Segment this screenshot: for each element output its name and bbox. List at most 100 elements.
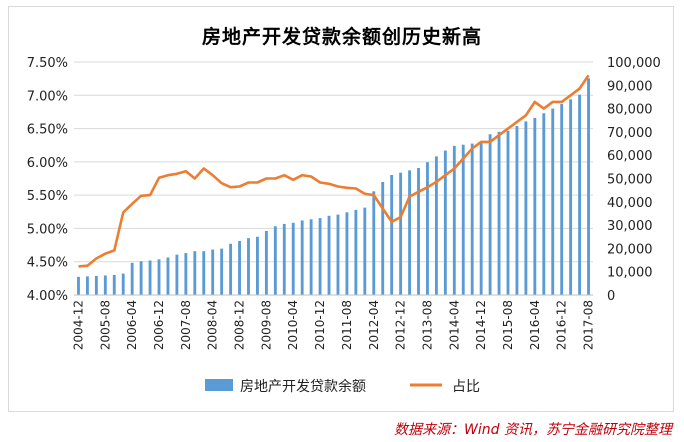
bar-loan-balance [345,212,349,295]
right-axis-tick-label: 80,000 [607,103,653,118]
bar-loan-balance [309,219,313,295]
bar-loan-balance [94,275,98,295]
bar-loan-balance [542,113,546,295]
right-axis-tick-label: 40,000 [607,196,653,211]
bar-loan-balance [166,257,170,295]
bar-loan-balance [399,172,403,295]
x-axis-tick-label: 2006-04 [125,300,139,350]
x-axis-tick-label: 2005-08 [98,300,112,350]
bar-loan-balance [175,254,179,295]
bar-loan-balance [524,121,528,295]
x-axis-tick-label: 2008-04 [206,300,220,350]
x-axis-tick-label: 2010-04 [286,300,300,350]
bar-loan-balance [77,276,80,295]
bar-loan-balance [247,238,250,295]
x-axis-tick-label: 2017-08 [582,300,596,350]
bar-loan-balance [121,273,125,295]
bar-loan-balance [408,170,411,295]
bar-loan-balance [282,223,286,295]
bar-loan-balance [470,143,474,295]
bar-loan-balance [327,215,331,295]
bar-loan-balance [390,175,394,295]
bar-loan-balance [193,251,197,295]
right-axis-tick-label: 70,000 [607,126,653,141]
bar-loan-balance [336,214,340,295]
bar-loan-balance [560,103,564,295]
bar-loan-balance [300,220,304,295]
right-axis-tick-label: 100,000 [607,56,661,71]
source-note: 数据来源：Wind 资讯，苏宁金融研究院整理 [394,422,672,438]
right-axis-tick-label: 10,000 [607,266,653,281]
bar-loan-balance [452,145,456,295]
bar-loan-balance [273,226,277,295]
bar-loan-balance [417,168,420,295]
bar-loan-balance [211,249,215,295]
right-axis-tick-label: 20,000 [607,242,653,257]
legend-swatch-bars [205,379,233,391]
bar-loan-balance [578,94,582,296]
bar-loan-balance [184,253,188,295]
bar-loan-balance [318,218,322,295]
bar-loan-balance [130,262,134,295]
x-axis-tick-label: 2016-12 [555,300,569,350]
bar-loan-balance [238,240,241,295]
left-axis-tick-label: 4.50% [27,256,68,271]
left-axis-tick-label: 4.00% [27,289,68,304]
bar-loan-balance [497,131,501,295]
x-axis-tick-label: 2009-08 [259,300,273,350]
x-axis-tick-label: 2012-12 [394,300,408,350]
bar-loan-balance [381,181,385,295]
left-axis-tick-label: 7.00% [27,89,68,104]
x-axis-tick-label: 2008-12 [233,300,247,350]
left-axis-tick-label: 6.50% [27,123,68,138]
right-axis-tick-label: 30,000 [607,219,653,234]
right-axis-tick-label: 50,000 [607,173,653,188]
x-axis-tick-label: 2004-12 [71,300,85,350]
x-axis-tick-label: 2007-08 [179,300,193,350]
bar-loan-balance [533,117,537,295]
bar-loan-balance [372,191,376,295]
left-axis-tick-label: 7.50% [27,56,68,71]
bar-loan-balance [220,248,224,295]
bar-loan-balance [426,162,429,295]
x-axis-tick-label: 2011-08 [340,300,354,350]
left-axis-tick-label: 5.50% [27,189,68,204]
bar-loan-balance [112,274,116,295]
x-axis-tick-label: 2016-04 [528,300,542,350]
legend-label-bars: 房地产开发贷款余额 [240,378,366,395]
bar-loan-balance [363,207,367,295]
bar-loan-balance [354,209,358,295]
bar-loan-balance [148,260,152,295]
bar-loan-balance [85,276,89,295]
x-axis-tick-label: 2012-04 [367,300,381,350]
bar-loan-balance [157,259,161,295]
x-axis-tick-label: 2014-12 [474,300,488,350]
left-axis-tick-label: 6.00% [27,156,68,171]
bar-loan-balance [229,243,233,295]
bar-loan-balance [587,78,590,295]
bar-loan-balance [479,142,483,295]
bar-loan-balance [264,230,268,295]
x-axis-tick-label: 2013-08 [420,300,434,350]
left-axis-tick-label: 5.00% [27,222,68,237]
legend-label-line: 占比 [452,379,480,395]
x-axis-tick-label: 2006-12 [152,300,166,350]
line-share-series [78,74,590,268]
right-axis-tick-label: 90,000 [607,79,653,94]
bar-loan-balance [551,108,555,295]
bar-loan-balance [434,156,438,295]
bar-loan-balance [291,222,295,295]
bar-loan-balance [202,251,206,295]
chart-title: 房地产开发贷款余额创历史新高 [201,26,482,48]
right-axis-tick-label: 0 [607,289,615,304]
bar-loan-balance [506,130,510,295]
bar-loan-balance [103,275,107,295]
bar-loan-balance [569,99,573,295]
bar-loan-balance [515,126,519,295]
bar-loan-balance [443,150,447,295]
x-axis-tick-label: 2014-04 [447,300,461,350]
x-axis-tick-label: 2015-08 [501,300,515,350]
right-axis-tick-label: 60,000 [607,149,653,164]
bar-loan-balance [488,134,492,295]
